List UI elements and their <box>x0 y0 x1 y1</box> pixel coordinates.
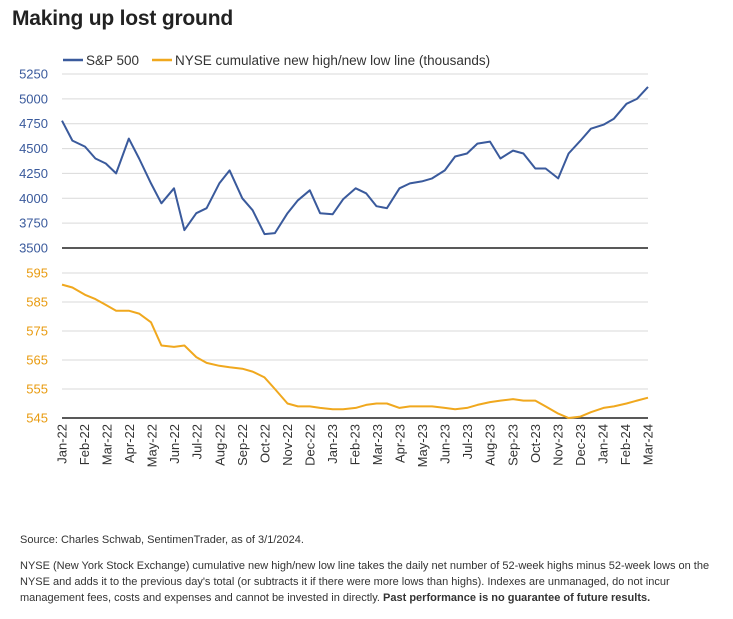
x-tick-label: Aug-22 <box>212 424 227 466</box>
sp500-y-tick-label: 4750 <box>19 116 48 131</box>
legend-label-sp500: S&P 500 <box>86 53 139 68</box>
nyse-y-tick-label: 555 <box>26 382 48 397</box>
sp500-y-tick-label: 5250 <box>19 67 48 82</box>
source-note: Source: Charles Schwab, SentimenTrader, … <box>20 534 304 546</box>
nyse-y-tick-label: 595 <box>26 266 48 281</box>
legend: S&P 500 NYSE cumulative new high/new low… <box>63 53 490 68</box>
x-tick-label: Jun-23 <box>438 424 453 464</box>
x-tick-label: Jan-23 <box>325 424 340 464</box>
x-tick-label: Nov-23 <box>550 424 565 466</box>
chart-title: Making up lost ground <box>12 7 233 30</box>
x-tick-label: Sep-22 <box>235 424 250 466</box>
x-tick-label: Mar-22 <box>100 424 115 465</box>
x-tick-label: Sep-23 <box>505 424 520 466</box>
sp500-series-line <box>61 86 649 236</box>
chart-canvas: S&P 500 NYSE cumulative new high/new low… <box>19 53 656 467</box>
nyse-y-tick-label: 575 <box>26 324 48 339</box>
notes: Source: Charles Schwab, SentimenTrader, … <box>20 532 720 616</box>
x-tick-label: Mar-23 <box>370 424 385 465</box>
sp500-plot <box>61 86 649 236</box>
sp500-y-tick-label: 3500 <box>19 241 48 256</box>
x-tick-label: May-23 <box>415 424 430 467</box>
nyse-plot <box>61 283 649 419</box>
x-tick-label: May-22 <box>145 424 160 467</box>
x-tick-label: Jan-24 <box>595 424 610 464</box>
x-tick-label: Jun-22 <box>167 424 182 464</box>
sp500-y-tick-label: 4500 <box>19 141 48 156</box>
disclaimer-note: NYSE (New York Stock Exchange) cumulativ… <box>20 558 720 606</box>
disclaimer-text: NYSE (New York Stock Exchange) cumulativ… <box>20 560 710 604</box>
sp500-y-tick-label: 5000 <box>19 91 48 106</box>
x-tick-label: Jul-23 <box>460 424 475 459</box>
sp500-y-tick-label: 3750 <box>19 216 48 231</box>
x-tick-label: Mar-24 <box>641 424 656 465</box>
x-tick-label: Oct-22 <box>257 424 272 463</box>
x-tick-label: Jul-22 <box>190 424 205 459</box>
x-tick-label: Feb-24 <box>618 424 633 465</box>
nyse-y-tick-label: 565 <box>26 353 48 368</box>
x-tick-label: Apr-22 <box>122 424 137 463</box>
x-tick-label: Jan-22 <box>55 424 70 464</box>
x-tick-label: Feb-23 <box>348 424 363 465</box>
x-tick-label: Apr-23 <box>393 424 408 463</box>
x-tick-label: Nov-22 <box>280 424 295 466</box>
x-tick-label: Dec-23 <box>573 424 588 466</box>
x-tick-label: Oct-23 <box>528 424 543 463</box>
nyse-y-tick-label: 585 <box>26 295 48 310</box>
nyse-y-tick-label: 545 <box>26 411 48 426</box>
x-tick-label: Aug-23 <box>483 424 498 466</box>
sp500-y-tick-label: 4250 <box>19 166 48 181</box>
sp500-y-tick-label: 4000 <box>19 191 48 206</box>
legend-label-nyse: NYSE cumulative new high/new low line (t… <box>175 53 490 68</box>
x-tick-label: Feb-22 <box>77 424 92 465</box>
sp500-y-axis: 3500 3750 4000 4250 4500 4750 5000 5250 <box>19 67 648 256</box>
nyse-series-line <box>61 283 649 419</box>
x-axis: Jan-22 Feb-22 Mar-22 Apr-22 May-22 Jun-22 Jul-… <box>55 424 656 467</box>
nyse-y-axis: 545 555 565 575 585 595 <box>26 266 648 426</box>
x-tick-label: Dec-22 <box>302 424 317 466</box>
disclaimer-bold: Past performance is no guarantee of futu… <box>383 592 651 604</box>
